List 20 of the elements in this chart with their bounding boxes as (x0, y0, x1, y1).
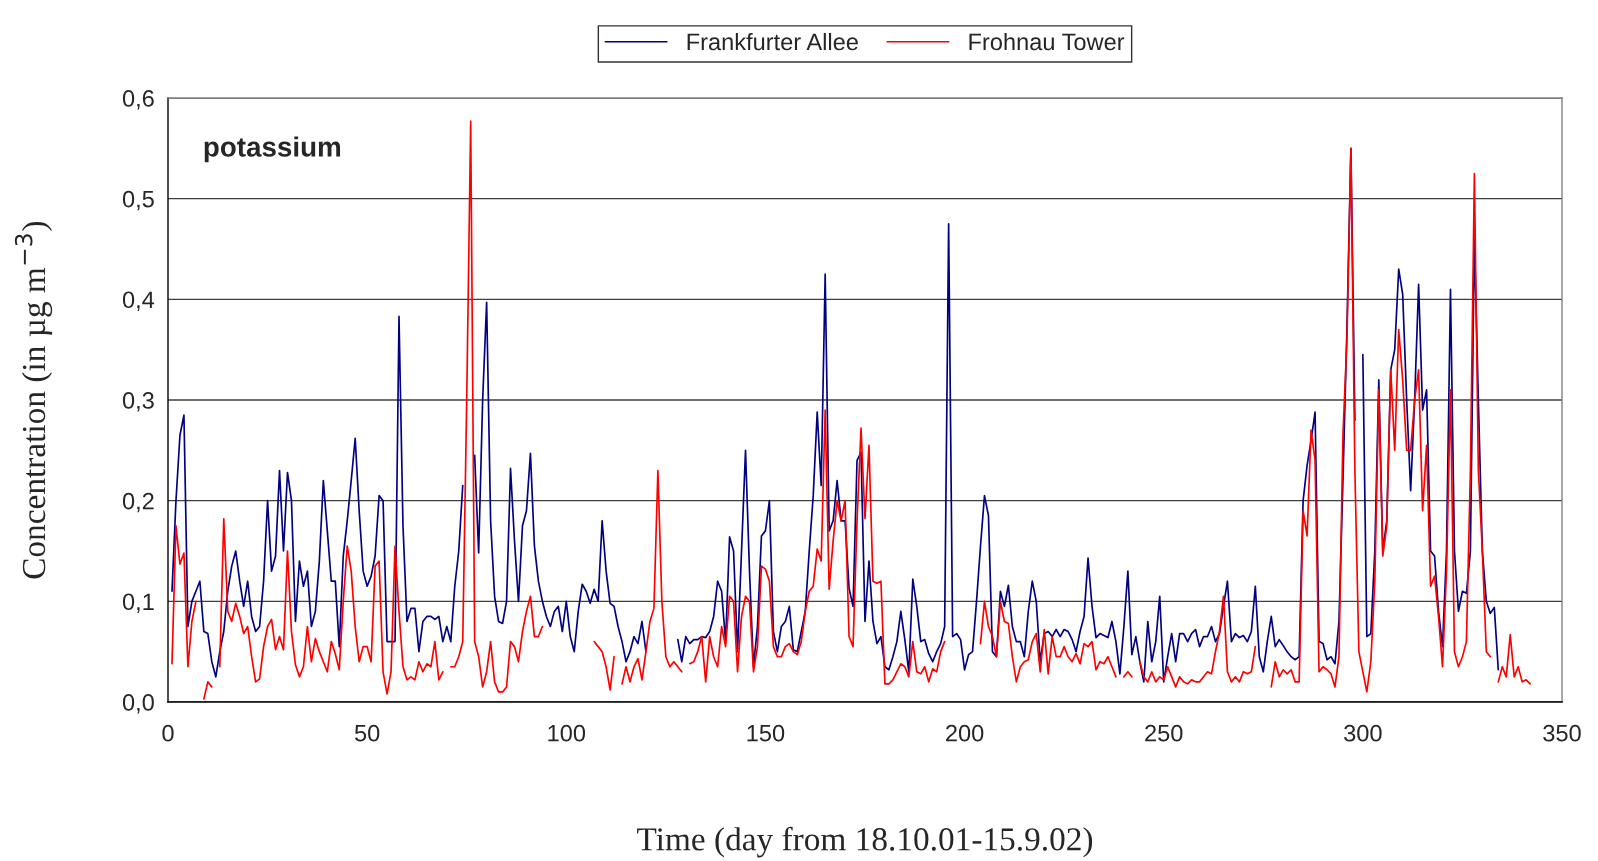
x-tick-label: 50 (354, 724, 380, 742)
legend-label: Frohnau Tower (969, 32, 1125, 51)
y-tick-label: 0,5 (122, 190, 154, 211)
x-tick-label: 350 (1543, 724, 1581, 742)
y-tick-label: 0,3 (122, 392, 154, 412)
y-tick-label: 0,6 (122, 90, 154, 110)
x-tick-label: 150 (747, 724, 785, 742)
legend-label: Frankfurter Allee (687, 32, 858, 51)
y-tick-label: 0,4 (122, 291, 155, 311)
text: potassium (204, 136, 341, 163)
y-tick-label: 0,0 (122, 694, 154, 714)
x-tick-label: 0 (162, 724, 174, 742)
y-tick-label: 0,1 (122, 593, 154, 613)
y-tick-label: 0,2 (122, 492, 154, 513)
y-axis-title: Concentration (in µg m$^{−3}$) (14, 221, 53, 579)
x-tick-label: 200 (946, 724, 984, 742)
x-axis-title: Time (day from 18.10.01-15.9.02) (637, 826, 1093, 858)
x-tick-label: 100 (548, 724, 586, 742)
x-tick-label: 300 (1344, 724, 1382, 742)
x-tick-label: 250 (1145, 724, 1183, 742)
